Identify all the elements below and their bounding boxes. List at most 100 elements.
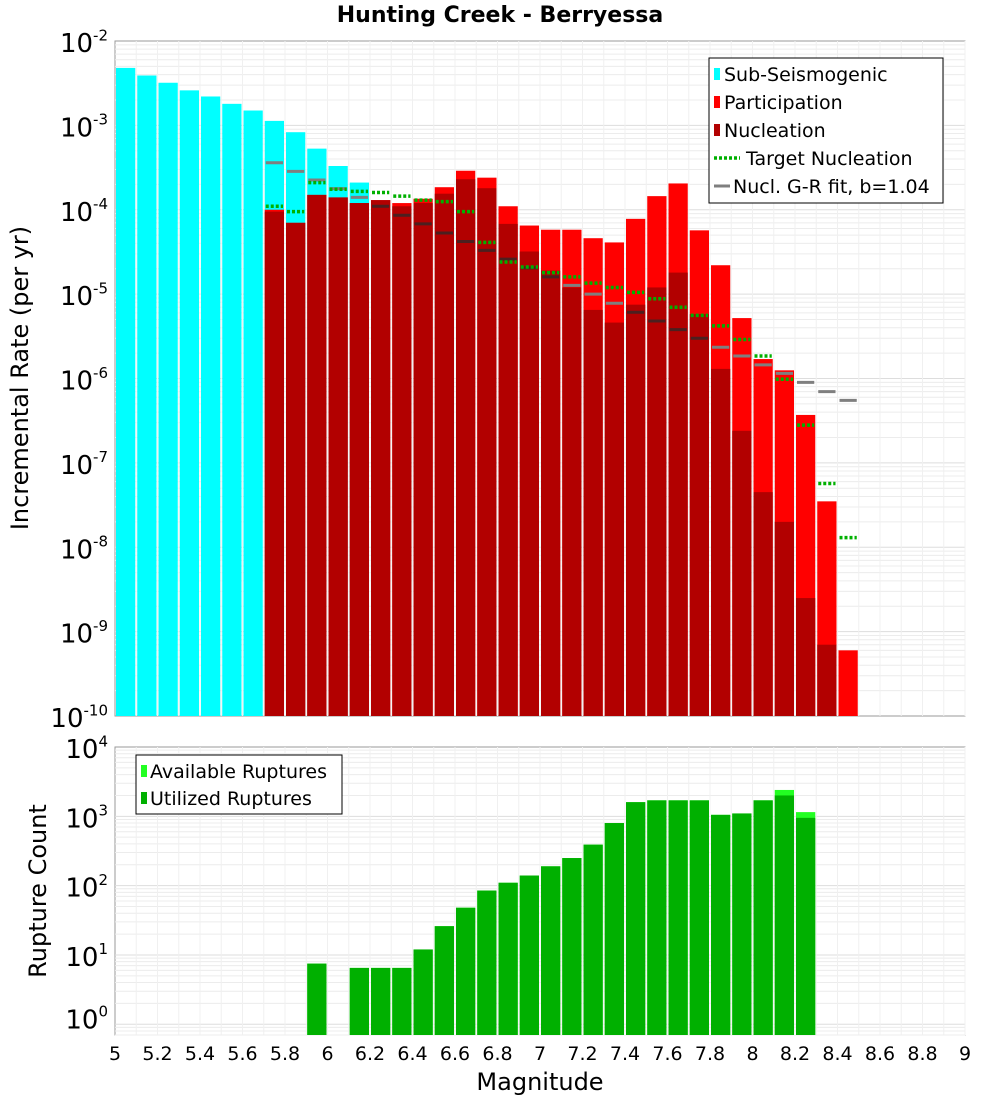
x-tick-label: 6.8 [482,1043,512,1065]
legend-swatch [714,68,720,80]
utilized-ruptures-bar [796,817,816,1035]
top-bars [116,67,858,717]
utilized-ruptures-bar [711,814,731,1035]
nucleation-bar [562,287,582,716]
sub-seismogenic-bar [201,96,221,716]
top-y-tick-labels: 10-10 10-9 10-8 10-7 10-6 10-5 10-4 10-3 10-2 [50,26,108,734]
sub-seismogenic-bar [116,67,136,717]
top-legend-box [708,57,944,204]
nucleation-bar [626,304,646,716]
utilized-ruptures-bar [647,800,667,1035]
x-tick-label: 9 [959,1043,971,1065]
x-tick-label: 7.6 [652,1043,682,1065]
utilized-ruptures-bar [498,882,518,1035]
legend-label: Nucl. G-R fit, b=1.04 [733,176,930,198]
top-legend: Sub-Seismogenic Participation Nucleation Ta… [708,57,944,204]
top-y-tick-label: 10-10 [50,701,108,734]
sub-seismogenic-bar [179,90,199,716]
utilized-ruptures-bar [456,907,476,1035]
x-tick-label: 8.6 [865,1043,895,1065]
x-tick-label: 8 [746,1043,758,1065]
utilized-ruptures-bar [434,926,454,1035]
bottom-y-tick-labels: 100 101 102 103 104 [65,732,108,1035]
nucleation-bar [286,222,306,716]
top-y-tick-label: 10-4 [60,195,108,228]
nucleation-bar [328,197,348,717]
top-panel: 10-10 10-9 10-8 10-7 10-6 10-5 10-4 10-3 10-2 In… [6,26,966,734]
x-tick-labels: 5 5.2 5.4 5.6 5.8 6 6.2 6.4 6.6 6.8 7 7.2 7.4 7.6 7.8 8… [109,1043,971,1065]
sub-seismogenic-bar [158,82,178,716]
bottom-y-axis-label: Rupture Count [24,804,52,978]
legend-swatch [141,792,147,804]
utilized-ruptures-bar [477,890,497,1035]
sub-seismogenic-bar [222,103,242,717]
x-tick-label: 8.2 [780,1043,810,1065]
x-tick-label: 7.2 [567,1043,597,1065]
nucleation-bar [796,598,816,716]
nucleation-bar [498,223,518,716]
top-y-tick-label: 10-5 [60,279,108,312]
utilized-ruptures-bar [689,800,709,1035]
legend-label: Sub-Seismogenic [724,64,888,86]
x-tick-label: 5 [109,1043,121,1065]
utilized-ruptures-bar [541,866,561,1035]
utilized-ruptures-bar [307,963,327,1035]
x-tick-label: 6 [321,1043,333,1065]
nucleation-bar [456,179,476,716]
nucleation-bar [413,203,433,716]
participation-bar [838,650,858,716]
nucleation-bar [604,322,624,716]
nucleation-bar [519,251,539,716]
legend-label: Utilized Ruptures [150,788,312,810]
nucleation-bar [732,430,752,716]
legend-label: Participation [724,92,843,114]
utilized-ruptures-bar [392,967,412,1035]
top-y-tick-label: 10-2 [60,26,108,59]
legend-swatch [714,96,720,108]
bottom-bars [307,789,816,1035]
nucleation-bar [817,644,837,716]
nucleation-bar [264,211,284,716]
bottom-y-tick-label: 100 [65,1003,108,1036]
nucleation-bar [647,287,667,716]
top-y-tick-label: 10-3 [60,111,108,144]
nucleation-bar [583,309,603,716]
top-y-axis-label: Incremental Rate (per yr) [6,226,34,530]
nucleation-bar [541,270,561,716]
utilized-ruptures-bar [626,802,646,1035]
nucleation-bar [711,368,731,716]
nucleation-bar [477,188,497,717]
utilized-ruptures-bar [562,858,582,1035]
top-y-tick-label: 10-9 [60,617,108,650]
bottom-y-tick-label: 103 [65,802,108,835]
x-tick-label: 5.6 [227,1043,257,1065]
chart-title: Hunting Creek - Berryessa [337,3,663,28]
x-tick-label: 5.4 [185,1043,215,1065]
nucleation-bar [392,206,412,716]
legend-label: Available Ruptures [150,761,327,783]
x-tick-label: 5.8 [270,1043,300,1065]
nucleation-bar [349,203,369,716]
utilized-ruptures-bar [774,795,794,1035]
nucleation-bar [668,272,688,716]
nucleation-bar [753,492,773,716]
utilized-ruptures-bar [349,967,369,1035]
x-tick-label: 6.4 [397,1043,427,1065]
x-tick-label: 5.2 [142,1043,172,1065]
top-y-tick-label: 10-7 [60,448,108,481]
bottom-y-tick-label: 102 [65,871,108,904]
nucleation-bar [434,193,454,716]
bottom-y-tick-label: 104 [65,732,108,765]
x-tick-label: 8.4 [822,1043,852,1065]
legend-swatch [141,765,147,777]
sub-seismogenic-bar [137,75,157,717]
utilized-ruptures-bar [519,875,539,1035]
utilized-ruptures-bar [732,813,752,1035]
utilized-ruptures-bar [371,967,391,1035]
bottom-legend-box [135,754,343,815]
x-tick-label: 6.6 [440,1043,470,1065]
top-y-tick-label: 10-6 [60,364,108,397]
bottom-legend: Available Ruptures Utilized Ruptures [135,754,343,815]
x-tick-label: 6.2 [355,1043,385,1065]
nucleation-bar [774,521,794,716]
